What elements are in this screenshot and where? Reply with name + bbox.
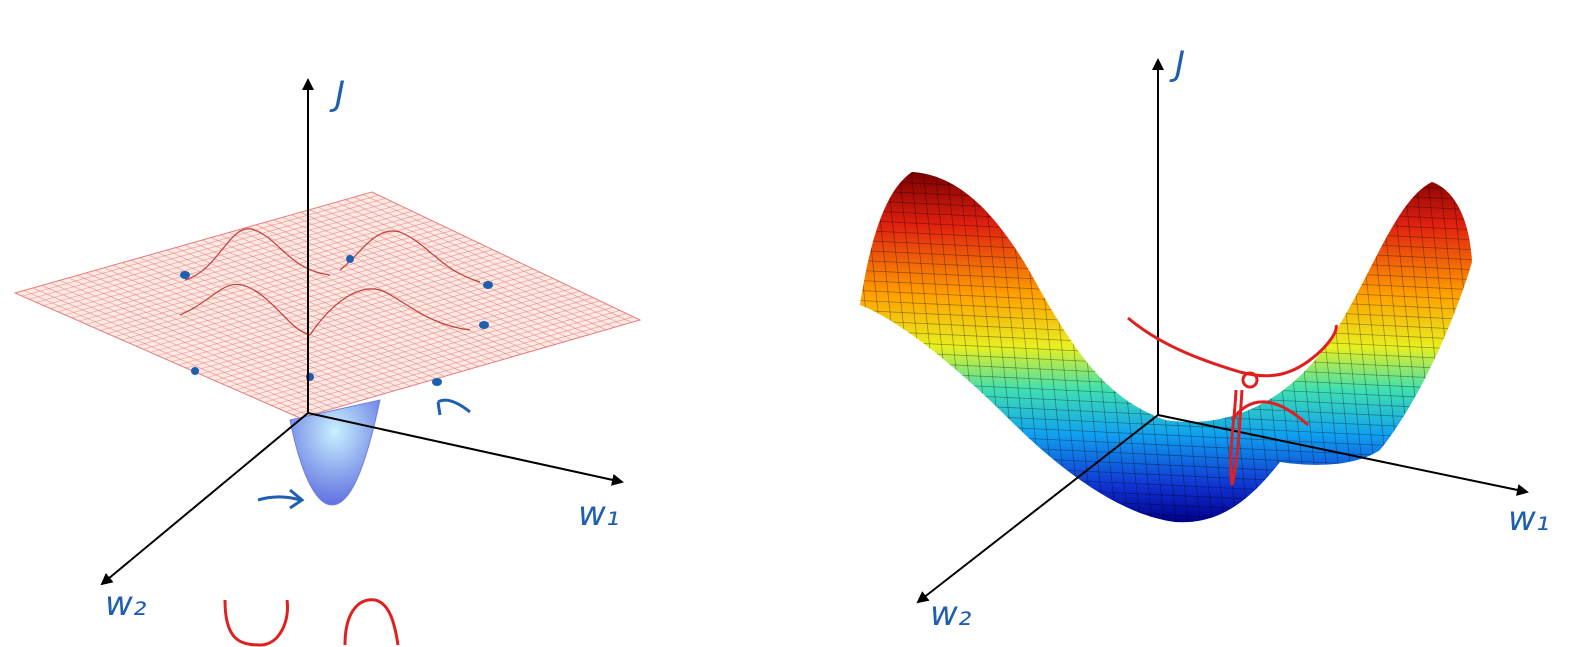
point xyxy=(191,367,199,375)
mesh-line xyxy=(257,300,600,400)
axis xyxy=(100,412,309,586)
hand-curve xyxy=(343,598,400,646)
mesh-line xyxy=(264,222,539,350)
point xyxy=(432,378,442,386)
mesh-line xyxy=(255,224,530,353)
mesh-line xyxy=(850,530,1480,560)
mesh-line xyxy=(282,216,556,345)
axis xyxy=(307,412,624,486)
mesh-line xyxy=(207,278,553,378)
mesh-line xyxy=(271,306,614,406)
mesh-line xyxy=(193,271,540,372)
hand-curve xyxy=(223,599,290,647)
mesh-line xyxy=(292,316,634,416)
axis xyxy=(916,414,1159,604)
bump xyxy=(339,230,481,283)
mesh-line xyxy=(214,281,560,381)
mesh-line xyxy=(1257,172,1299,523)
mesh-line xyxy=(1281,172,1323,523)
mesh-line xyxy=(211,237,488,365)
axis-label: w₂ xyxy=(930,594,972,634)
point xyxy=(180,271,190,279)
mesh-line xyxy=(246,227,522,355)
mesh-line xyxy=(228,287,574,388)
axis-label: J xyxy=(1169,44,1185,84)
bump xyxy=(179,283,311,336)
mesh-line xyxy=(291,214,564,343)
hand-marks xyxy=(1127,316,1338,486)
mesh-line xyxy=(229,232,505,360)
bump xyxy=(309,288,471,336)
mesh-line xyxy=(300,211,573,340)
mesh-line xyxy=(860,519,1472,523)
mesh-line xyxy=(220,234,496,362)
axis-label: w₁ xyxy=(578,494,619,534)
mesh-line xyxy=(309,209,581,338)
axis-label: w₂ xyxy=(105,584,147,624)
points xyxy=(180,255,493,386)
mesh-line xyxy=(202,239,479,367)
mesh-line xyxy=(200,274,547,375)
axis xyxy=(1157,414,1529,496)
hand-curve xyxy=(1230,400,1310,427)
mesh-line xyxy=(362,194,632,323)
mesh-line xyxy=(345,199,615,328)
bumps xyxy=(179,228,481,336)
hand-curve xyxy=(1127,316,1338,378)
mesh-surface xyxy=(13,191,642,419)
mesh-line xyxy=(178,265,527,366)
axis-label: J xyxy=(329,74,345,114)
hand-arrow xyxy=(257,488,305,510)
mesh-line xyxy=(157,255,507,356)
mesh-line xyxy=(285,313,627,413)
well xyxy=(289,399,381,506)
point xyxy=(479,321,489,329)
mesh-line xyxy=(327,204,598,333)
mesh-line xyxy=(264,303,607,403)
mesh-line xyxy=(299,319,641,419)
mesh-line xyxy=(278,310,620,409)
bump xyxy=(184,228,331,281)
mesh-line xyxy=(371,191,641,321)
mesh-line xyxy=(235,290,580,391)
mesh-line xyxy=(273,219,547,348)
mesh-line xyxy=(354,196,624,326)
saddle-surface xyxy=(860,172,1472,523)
mesh-line xyxy=(1269,172,1311,523)
mesh-line xyxy=(171,262,520,363)
hand-circle xyxy=(1241,371,1259,389)
mesh-line xyxy=(164,258,513,359)
mesh-line xyxy=(185,268,533,369)
mesh-line xyxy=(242,294,587,394)
point xyxy=(483,281,493,289)
mesh-line xyxy=(221,284,567,384)
axis-label: w₁ xyxy=(1508,499,1549,539)
hand-arrow xyxy=(436,398,471,416)
mesh-line xyxy=(850,540,1480,570)
mesh-line xyxy=(336,201,607,331)
point xyxy=(346,255,354,263)
